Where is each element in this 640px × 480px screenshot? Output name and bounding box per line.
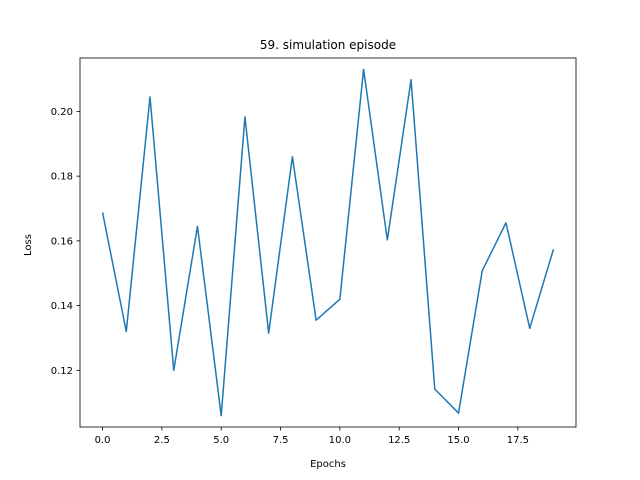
- x-tick-label-1: 2.5: [154, 435, 170, 446]
- y-tick-label-0: 0.12: [51, 366, 73, 377]
- loss-series-line: [101, 68, 555, 417]
- chart-title: 59. simulation episode: [260, 38, 396, 52]
- x-tick-label-0: 0.0: [95, 435, 111, 446]
- y-tick-label-3: 0.18: [51, 172, 73, 183]
- x-tick-label-3: 7.5: [273, 435, 289, 446]
- x-axis-label: Epochs: [310, 459, 346, 470]
- y-axis-label: Loss: [23, 234, 34, 256]
- x-tick-label-4: 10.0: [329, 435, 351, 446]
- x-tick-label-6: 15.0: [447, 435, 469, 446]
- x-tick-label-2: 5.0: [213, 435, 229, 446]
- y-tick-label-1: 0.14: [51, 301, 73, 312]
- plot-area: 0.0 2.5 5.0 7.5 10.0 12.5 15.0 17.5 0.12 0.14 0.16…: [51, 57, 577, 446]
- x-tick-label-7: 17.5: [507, 435, 529, 446]
- x-tick-label-5: 12.5: [388, 435, 410, 446]
- y-tick-label-4: 0.20: [51, 107, 73, 118]
- y-tick-label-2: 0.16: [51, 236, 73, 247]
- plot-frame: [79, 57, 577, 428]
